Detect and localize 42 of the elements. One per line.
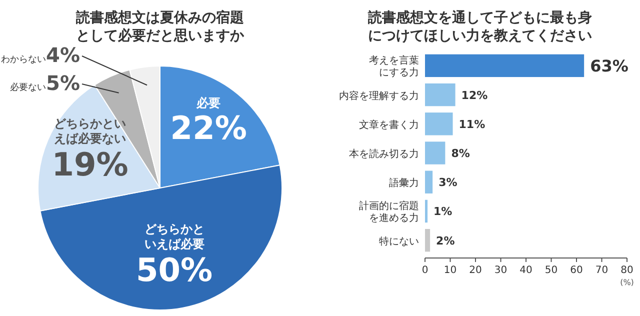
x-tick-label: 20: [469, 265, 482, 276]
bar: [425, 112, 453, 136]
y-tick-label: 計画的に宿題を進める力: [359, 200, 419, 224]
slice-label: どちらかといえば必要: [144, 222, 204, 251]
data-label: 19%: [52, 146, 128, 184]
data-label: 63%: [590, 56, 628, 76]
chart-title: 読書感想文は夏休みの宿題として必要だと思いますか: [75, 9, 245, 44]
bar: [425, 200, 428, 223]
slice-label: 必要ない: [10, 82, 46, 93]
slice-label: わからない: [1, 55, 46, 65]
x-tick-label: 30: [494, 265, 508, 276]
x-tick-label: 10: [444, 265, 457, 276]
data-label: 8%: [451, 147, 470, 160]
bar: [425, 142, 446, 164]
bar: [425, 54, 584, 78]
data-label: 11%: [458, 118, 486, 131]
slice-label: 必要: [196, 96, 221, 110]
y-tick-label: 文章を書く力: [359, 118, 419, 131]
data-label: 4%: [46, 43, 80, 67]
bar: [425, 83, 456, 106]
data-label: 2%: [436, 234, 455, 248]
x-tick-label: 0: [422, 265, 428, 276]
y-tick-label: 考えを言葉にする力: [369, 54, 419, 79]
data-label: 3%: [438, 176, 458, 190]
bar: [425, 228, 430, 252]
x-axis-title: (%): [620, 278, 634, 287]
x-tick-label: 80: [620, 265, 634, 276]
x-tick-label: 60: [570, 265, 583, 276]
y-tick-label: 本を読み切る力: [349, 148, 419, 160]
x-tick-label: 50: [544, 265, 558, 276]
data-label: 22%: [170, 109, 247, 148]
y-tick-label: 語彙力: [389, 177, 419, 190]
y-tick-label: 特にない: [379, 235, 419, 248]
x-tick-label: 40: [520, 265, 532, 276]
x-tick-label: 70: [595, 265, 608, 276]
y-tick-label: 内容を理解する力: [339, 90, 419, 102]
bar: [425, 170, 433, 194]
chart-title: 読書感想文を通して子どもに最も身につけてほしい力を教えてください: [367, 9, 592, 44]
data-label: 1%: [434, 205, 452, 218]
data-label: 5%: [46, 71, 80, 95]
data-label: 50%: [136, 250, 213, 289]
data-label: 12%: [461, 88, 488, 102]
